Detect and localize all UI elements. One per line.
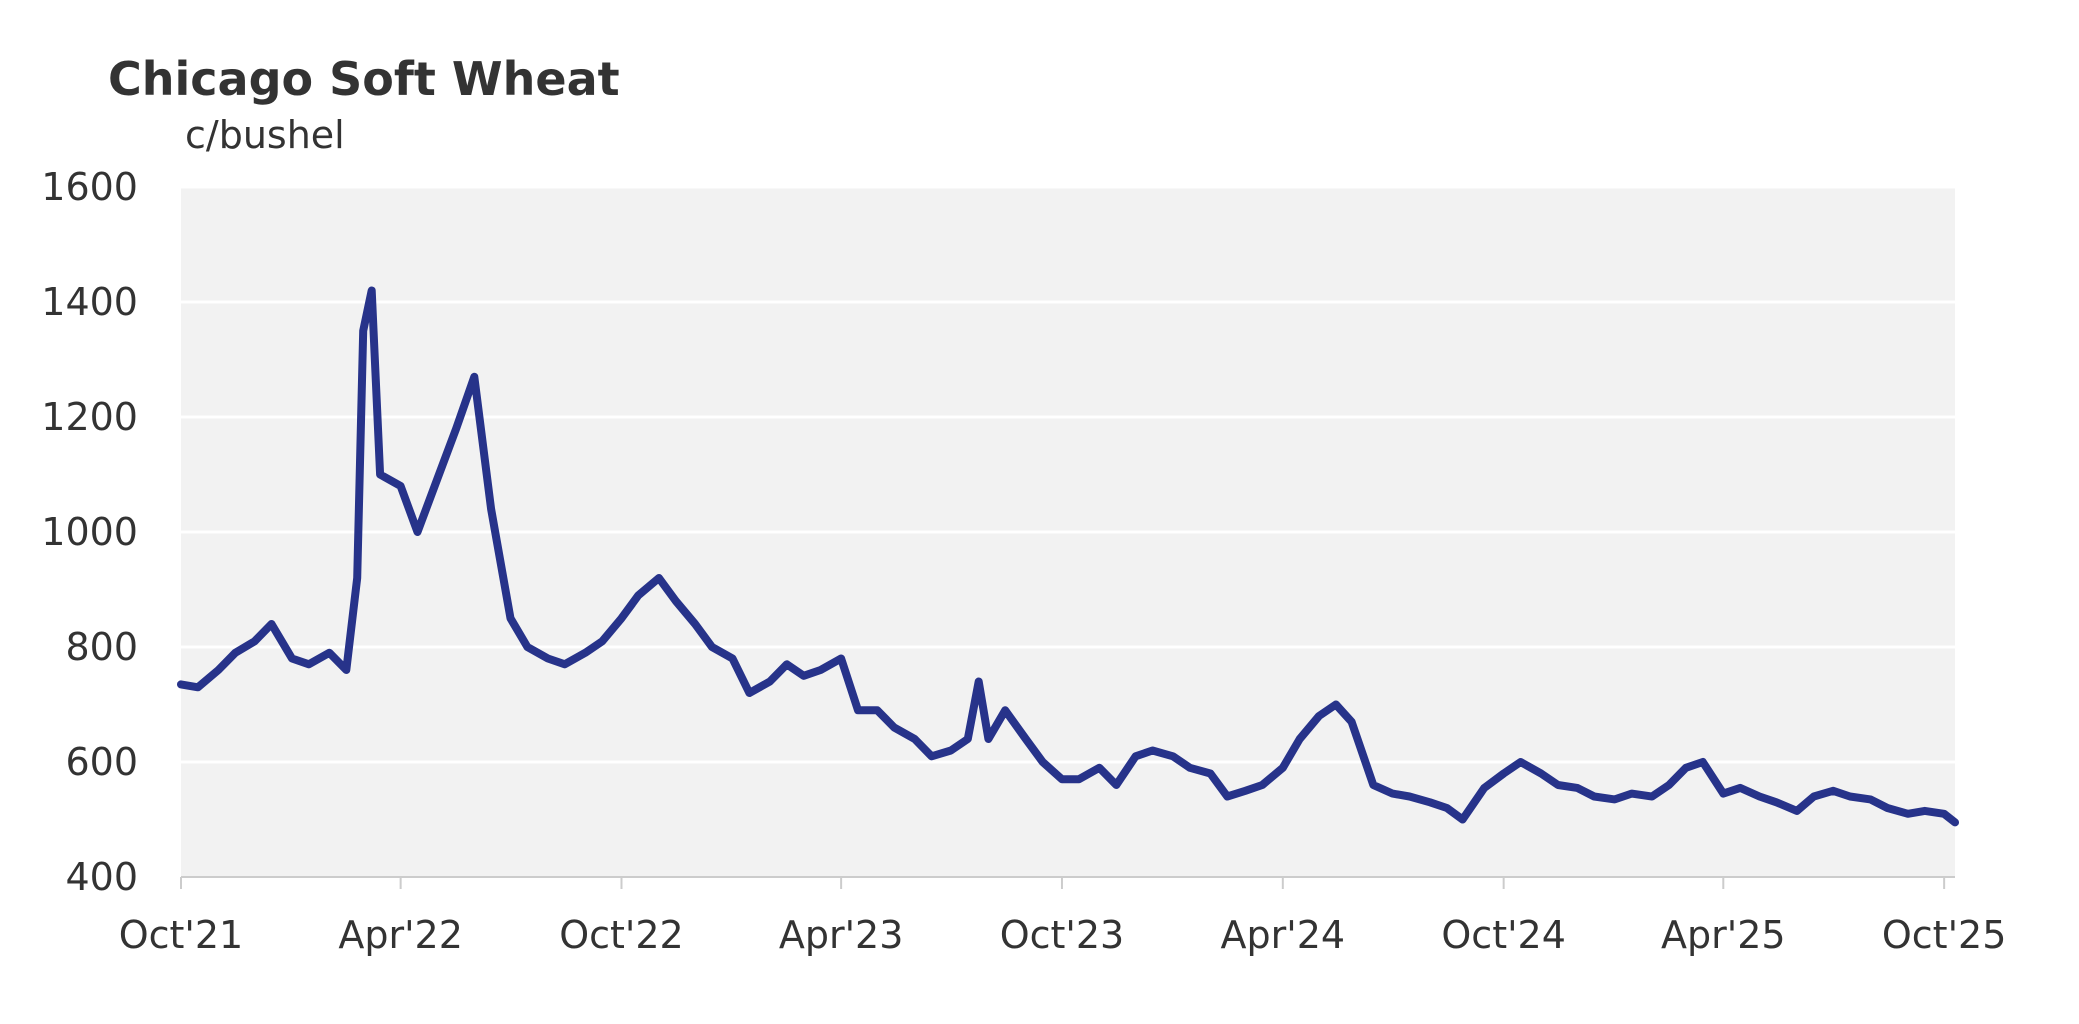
y-tick-label: 400	[65, 855, 138, 899]
y-axis-unit-label: c/bushel	[185, 113, 345, 157]
y-tick-label: 1400	[41, 280, 138, 324]
series-layer	[177, 286, 1959, 827]
x-tick-label: Apr'25	[1661, 913, 1786, 957]
x-tick-label: Oct'24	[1441, 913, 1566, 957]
y-tick-label: 1000	[41, 510, 138, 554]
x-tick-label: Oct'21	[119, 913, 244, 957]
x-tick-label: Apr'24	[1221, 913, 1346, 957]
series-line	[177, 286, 1959, 827]
x-tick-label: Oct'25	[1882, 913, 2007, 957]
y-tick-label: 800	[65, 625, 138, 669]
y-axis: 1600 1400 1200 1000 800 600 400	[41, 165, 138, 899]
x-tick-label: Oct'23	[1000, 913, 1125, 957]
x-tick-label: Oct'22	[559, 913, 684, 957]
chart-title: Chicago Soft Wheat	[108, 52, 620, 106]
x-tick-label: Apr'23	[779, 913, 904, 957]
x-axis: Oct'21 Apr'22 Oct'22 Apr'23 Oct'23 Apr'24 Oct'…	[119, 876, 2007, 957]
y-tick-label: 1200	[41, 395, 138, 439]
x-tick-label: Apr'22	[338, 913, 463, 957]
y-tick-label: 1600	[41, 165, 138, 209]
y-tick-label: 600	[65, 740, 138, 784]
